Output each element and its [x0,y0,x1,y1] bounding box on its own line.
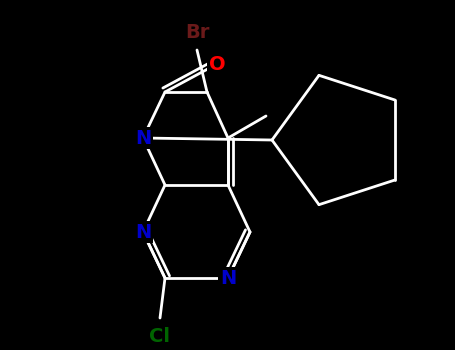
Text: O: O [209,55,225,74]
Text: N: N [135,128,151,147]
Text: N: N [135,223,151,241]
Text: Br: Br [185,22,209,42]
Text: Cl: Cl [150,327,171,345]
Text: N: N [220,268,236,287]
